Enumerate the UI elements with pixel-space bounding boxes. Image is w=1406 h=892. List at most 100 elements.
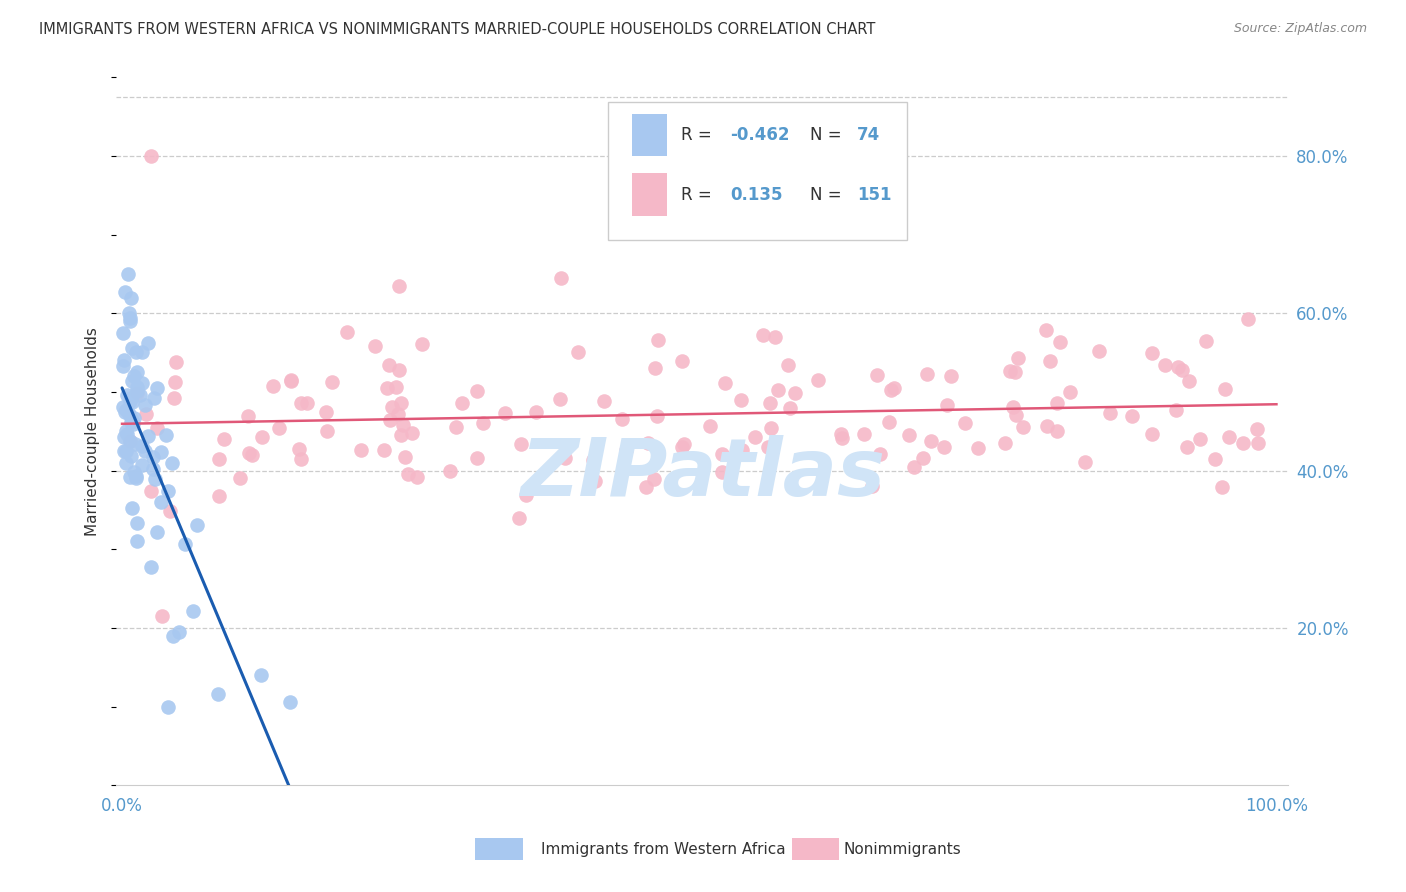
Point [125, 516, 148, 530]
Point [350, 443, 373, 458]
Point [162, 629, 184, 643]
Point [120, 391, 142, 405]
Point [1237, 312, 1260, 326]
Point [614, 443, 637, 458]
Point [920, 434, 942, 448]
Point [115, 427, 138, 442]
Point [134, 398, 156, 412]
Point [136, 336, 159, 351]
Text: R =: R = [681, 186, 717, 203]
Point [860, 479, 883, 493]
Point [711, 465, 734, 479]
Point [373, 443, 395, 458]
Point [121, 501, 143, 516]
Point [152, 609, 174, 624]
Point [779, 401, 801, 416]
Point [593, 394, 616, 409]
Point [249, 668, 271, 682]
Point [125, 533, 148, 548]
Point [112, 443, 135, 458]
Point [880, 383, 903, 397]
Point [139, 149, 162, 163]
Point [1087, 343, 1109, 358]
Point [136, 428, 159, 442]
Text: R =: R = [681, 126, 717, 145]
Point [129, 387, 152, 401]
Point [711, 447, 734, 461]
Text: -0.462: -0.462 [730, 126, 790, 145]
Point [125, 471, 148, 485]
Point [114, 444, 136, 458]
Point [125, 344, 148, 359]
Point [1012, 420, 1035, 434]
Point [120, 394, 142, 409]
Bar [631, 173, 666, 216]
Point [1142, 345, 1164, 359]
Point [127, 365, 149, 379]
Point [155, 427, 177, 442]
Point [159, 504, 181, 518]
Point [381, 400, 404, 414]
Point [1059, 384, 1081, 399]
Point [131, 458, 153, 472]
Point [124, 368, 146, 383]
Point [127, 385, 149, 400]
Point [637, 435, 659, 450]
Point [1039, 354, 1062, 368]
Point [936, 398, 959, 412]
Point [389, 427, 412, 442]
Point [278, 695, 301, 709]
Point [643, 472, 665, 486]
Point [112, 326, 135, 340]
Point [612, 412, 634, 426]
Point [915, 367, 938, 381]
Point [134, 444, 156, 458]
Point [125, 384, 148, 398]
Point [394, 450, 416, 464]
Text: IMMIGRANTS FROM WESTERN AFRICA VS NONIMMIGRANTS MARRIED-COUPLE HOUSEHOLDS CORREL: IMMIGRANTS FROM WESTERN AFRICA VS NONIMM… [39, 22, 876, 37]
Point [167, 624, 190, 639]
Point [378, 413, 401, 427]
Point [515, 488, 537, 502]
Point [671, 440, 693, 454]
Point [508, 511, 530, 525]
Point [582, 453, 605, 467]
Bar [631, 114, 666, 156]
Point [118, 314, 141, 328]
Point [1046, 424, 1069, 438]
Point [444, 419, 467, 434]
Point [967, 441, 990, 455]
Point [378, 358, 401, 372]
Point [1004, 408, 1026, 422]
Point [671, 353, 693, 368]
Point [554, 450, 576, 465]
Point [165, 354, 187, 368]
Point [472, 416, 495, 430]
Point [934, 440, 956, 454]
Point [160, 456, 183, 470]
Point [903, 460, 925, 475]
Point [114, 285, 136, 299]
Point [869, 447, 891, 461]
Point [1232, 435, 1254, 450]
Point [785, 386, 807, 401]
Point [183, 604, 205, 618]
Point [1175, 440, 1198, 454]
Point [830, 426, 852, 441]
Point [141, 484, 163, 499]
Point [763, 329, 786, 343]
Point [494, 406, 516, 420]
Point [699, 418, 721, 433]
Point [550, 392, 572, 406]
Point [911, 450, 934, 465]
Point [121, 394, 143, 409]
Point [157, 699, 180, 714]
Point [115, 403, 138, 417]
Point [280, 373, 302, 387]
Point [118, 434, 141, 448]
Point [124, 436, 146, 450]
Point [392, 418, 415, 433]
Point [142, 462, 165, 476]
Point [1247, 436, 1270, 450]
Point [439, 464, 461, 478]
